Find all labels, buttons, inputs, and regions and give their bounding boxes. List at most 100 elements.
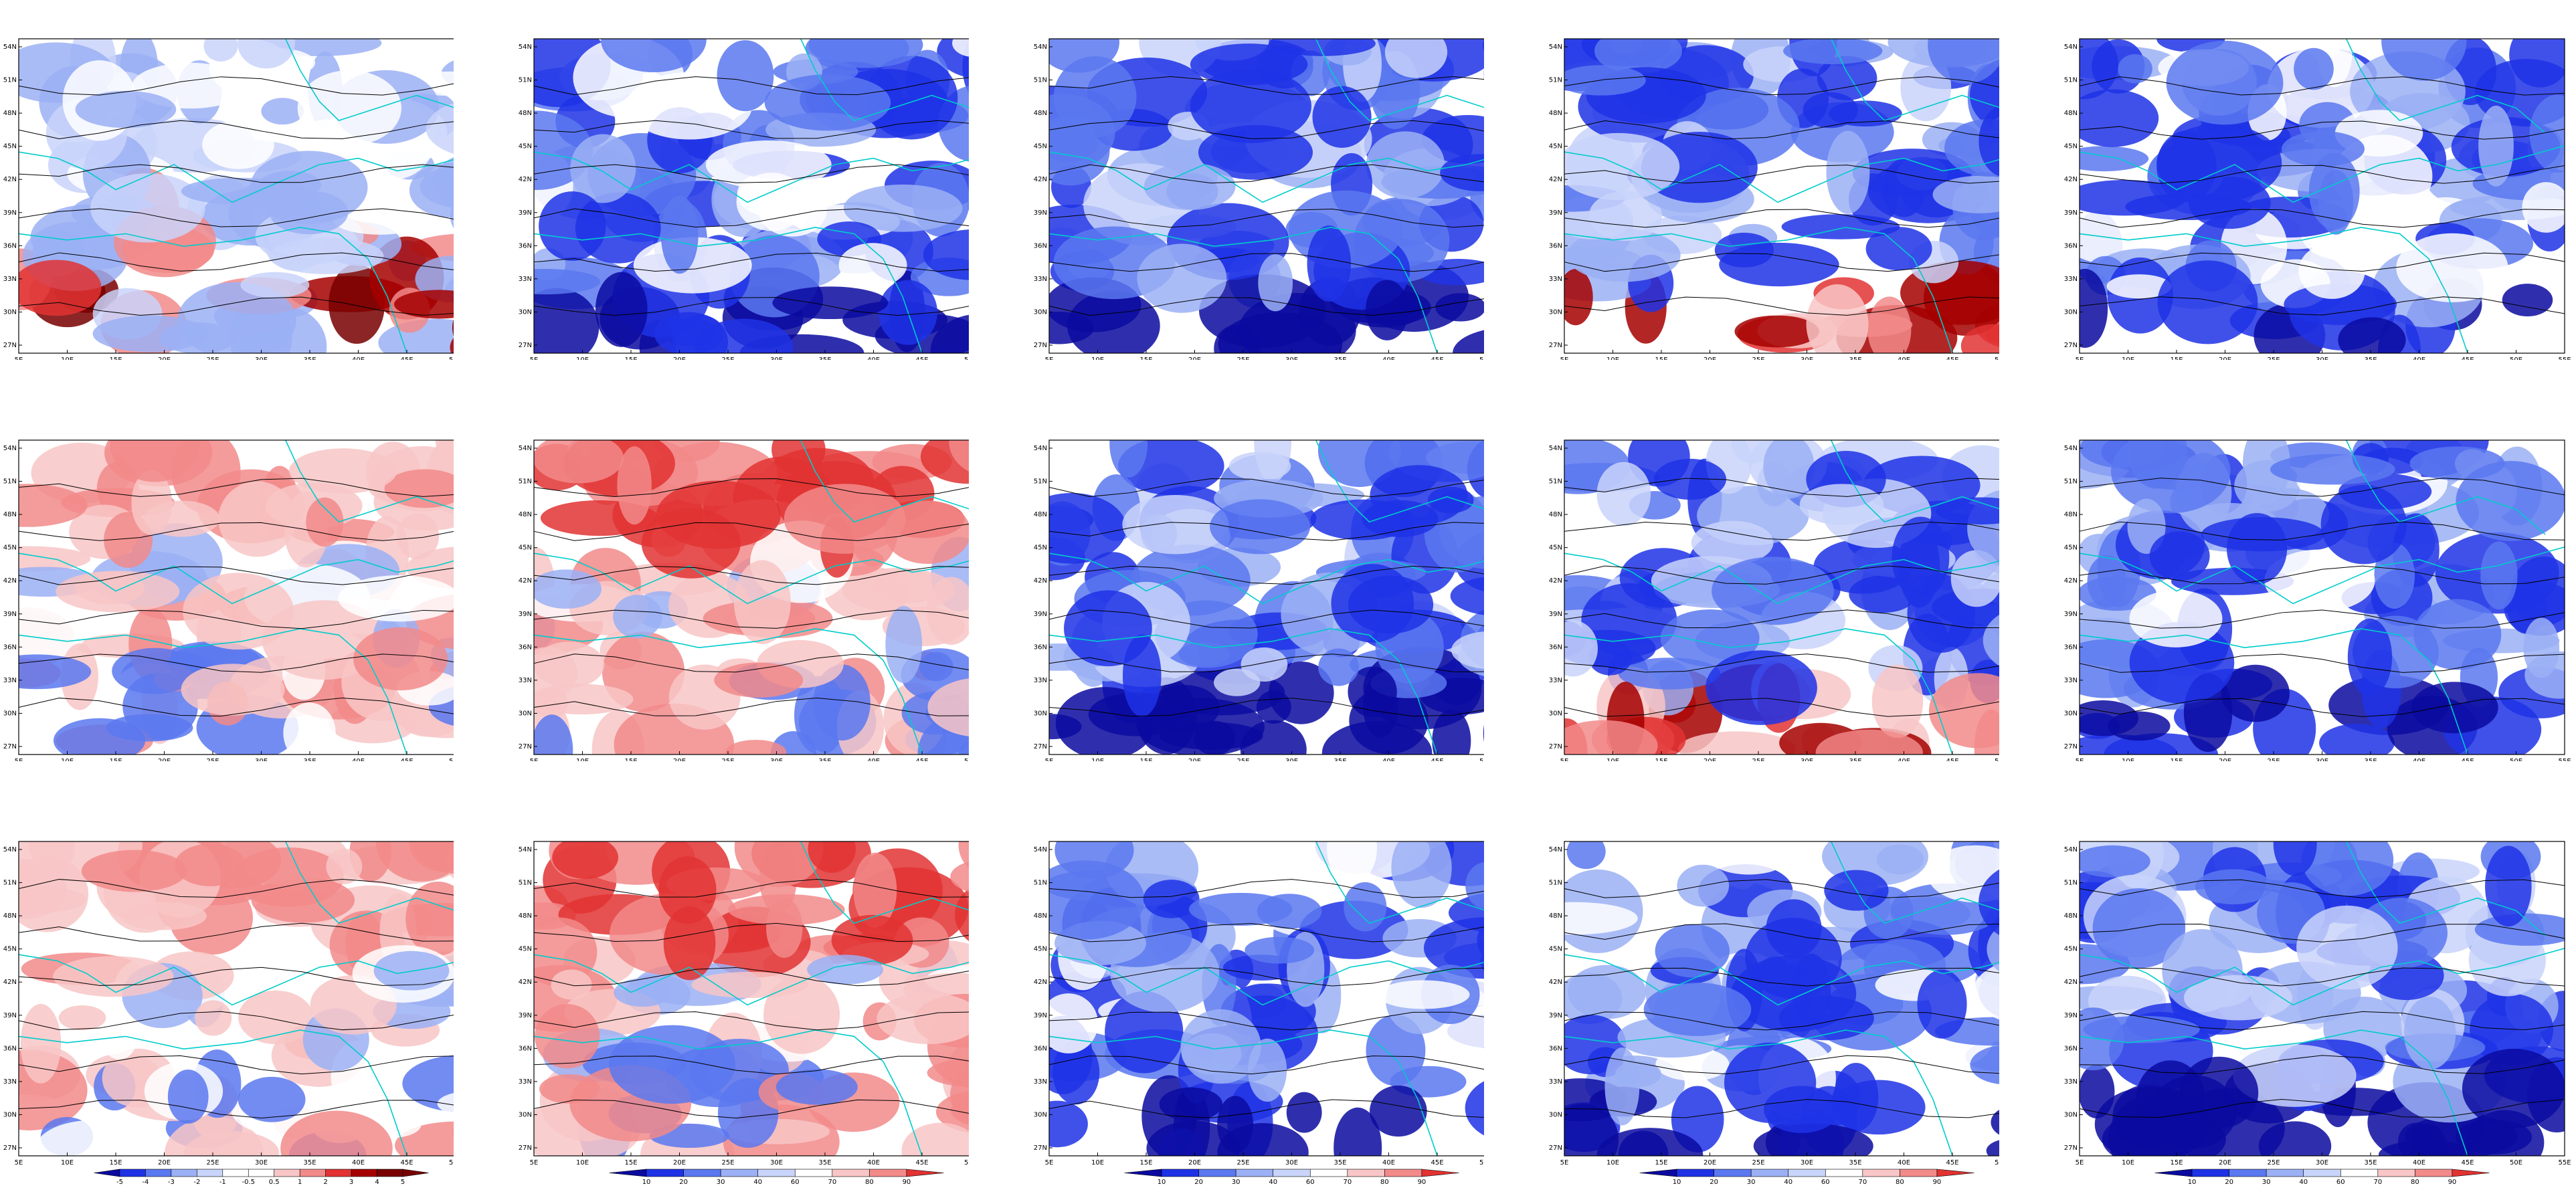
lat-tick-label: 27N — [1549, 342, 1562, 349]
color-bar-tick: 20 — [1710, 1179, 1718, 1186]
contour-lines — [1564, 879, 2050, 1118]
color-bar-tick: 5 — [401, 1179, 405, 1186]
coastlines — [533, 841, 1020, 1157]
lat-tick-label: 30N — [1549, 308, 1562, 316]
lat-tick-label: 39N — [519, 1012, 532, 1019]
lat-tick-label: 51N — [2064, 880, 2078, 887]
lat-tick-label: 42N — [1034, 577, 1047, 585]
lat-tick-label: 30N — [3, 308, 17, 316]
lat-tick-label: 39N — [1034, 611, 1047, 618]
color-bar-tick: 0.5 — [269, 1179, 280, 1186]
lat-tick-label: 54N — [1034, 43, 1047, 51]
lat-tick-label: 36N — [519, 643, 532, 651]
lat-tick-label: 27N — [1034, 1144, 1047, 1152]
lat-tick-label: 54N — [519, 445, 532, 452]
color-bar-tick: 70 — [828, 1179, 836, 1186]
contour-lines — [1048, 76, 1535, 316]
lat-tick-label: 54N — [519, 846, 532, 854]
coastlines — [1564, 38, 2050, 354]
lon-tick-label: 35E — [303, 1159, 316, 1167]
color-bar-tick: 10 — [2188, 1179, 2197, 1186]
color-bar-tick: 20 — [679, 1179, 688, 1186]
contour-lines — [1048, 879, 1535, 1118]
lon-tick-label: 50E — [2510, 1159, 2522, 1167]
lat-tick-label: 33N — [1034, 276, 1047, 283]
lon-tick-label: 20E — [2219, 1159, 2231, 1167]
lat-tick-label: 45N — [519, 544, 532, 552]
lat-tick-label: 33N — [3, 1078, 17, 1086]
lat-tick-label: 42N — [1549, 176, 1562, 183]
coastlines — [1048, 841, 1535, 1157]
lat-tick-label: 30N — [3, 1111, 17, 1118]
lat-tick-label: 48N — [3, 110, 17, 117]
lat-tick-label: 33N — [1549, 1078, 1562, 1086]
contour-lines — [1564, 478, 2050, 717]
lat-tick-label: 51N — [1549, 478, 1562, 486]
lat-tick-label: 48N — [1034, 511, 1047, 518]
color-bar-tick: 20 — [1194, 1179, 1203, 1186]
lat-tick-label: 30N — [2064, 1111, 2078, 1118]
lat-tick-label: 33N — [3, 677, 17, 684]
lon-tick-label: 35E — [1333, 1159, 1346, 1167]
contour-lines — [2079, 879, 2565, 1118]
coastlines — [2079, 38, 2565, 354]
lat-tick-label: 42N — [519, 979, 532, 986]
lon-tick-label: 45E — [1946, 1159, 1958, 1167]
contour-lines — [2079, 76, 2565, 316]
lat-tick-label: 36N — [2064, 1045, 2078, 1052]
lon-tick-label: 25E — [1236, 1159, 1249, 1167]
lat-tick-label: 33N — [2064, 677, 2078, 684]
contour-lines — [18, 76, 504, 316]
color-bar-tick: -2 — [193, 1179, 200, 1186]
lon-tick-label: 35E — [2364, 1159, 2377, 1167]
lat-tick-label: 42N — [2064, 979, 2078, 986]
color-bar-tick: 60 — [1306, 1179, 1315, 1186]
lat-tick-label: 51N — [1549, 880, 1562, 887]
lat-tick-label: 27N — [2064, 743, 2078, 750]
coastlines — [533, 38, 1020, 354]
lat-tick-label: 36N — [3, 1045, 17, 1052]
color-bar-tick: 3 — [349, 1179, 353, 1186]
lat-tick-label: 39N — [2064, 611, 2078, 618]
lat-tick-label: 27N — [2064, 1144, 2078, 1152]
contour-lines — [1564, 76, 2050, 316]
lat-tick-label: 45N — [519, 143, 532, 150]
lat-tick-label: 30N — [519, 308, 532, 316]
lat-tick-label: 27N — [3, 1144, 17, 1152]
color-bar: 10 20 30 40 60 70 80 90 — [1124, 1169, 1459, 1186]
color-bar-tick: 20 — [2225, 1179, 2233, 1186]
lat-tick-label: 30N — [519, 1111, 532, 1118]
lat-tick-label: 36N — [519, 1045, 532, 1052]
lon-tick-label: 20E — [1188, 1159, 1201, 1167]
lat-tick-label: 27N — [1034, 342, 1047, 349]
lat-tick-label: 48N — [3, 511, 17, 518]
map-field — [997, 7, 1593, 379]
map-field — [1002, 401, 1584, 785]
color-bar-tick: 2 — [323, 1179, 327, 1186]
lat-tick-label: 27N — [519, 342, 532, 349]
lat-tick-label: 30N — [2064, 710, 2078, 717]
color-bar-tick: 60 — [791, 1179, 800, 1186]
lat-tick-label: 51N — [1034, 880, 1047, 887]
lat-tick-label: 33N — [3, 276, 17, 283]
lat-tick-label: 42N — [1034, 176, 1047, 183]
lat-tick-label: 54N — [1549, 43, 1562, 51]
lon-tick-label: 40E — [867, 1159, 880, 1167]
lat-tick-label: 36N — [519, 242, 532, 249]
color-bar-tick: 30 — [1747, 1179, 1756, 1186]
lat-tick-label: 39N — [2064, 209, 2078, 217]
lon-tick-label: 30E — [255, 1159, 268, 1167]
lat-tick-label: 39N — [1034, 209, 1047, 217]
lat-tick-label: 42N — [519, 176, 532, 183]
lon-tick-label: 15E — [109, 1159, 122, 1167]
lat-tick-label: 39N — [1034, 1012, 1047, 1019]
lon-tick-label: 30E — [1285, 1159, 1298, 1167]
lat-tick-label: 51N — [3, 77, 17, 84]
lat-tick-label: 48N — [3, 912, 17, 920]
lon-tick-label: 45E — [400, 1159, 413, 1167]
lat-tick-label: 42N — [1549, 979, 1562, 986]
lat-tick-label: 45N — [1034, 946, 1047, 953]
color-bar-tick: 90 — [903, 1179, 911, 1186]
map-field — [2049, 1, 2576, 390]
lon-tick-label: 10E — [2122, 1159, 2134, 1167]
